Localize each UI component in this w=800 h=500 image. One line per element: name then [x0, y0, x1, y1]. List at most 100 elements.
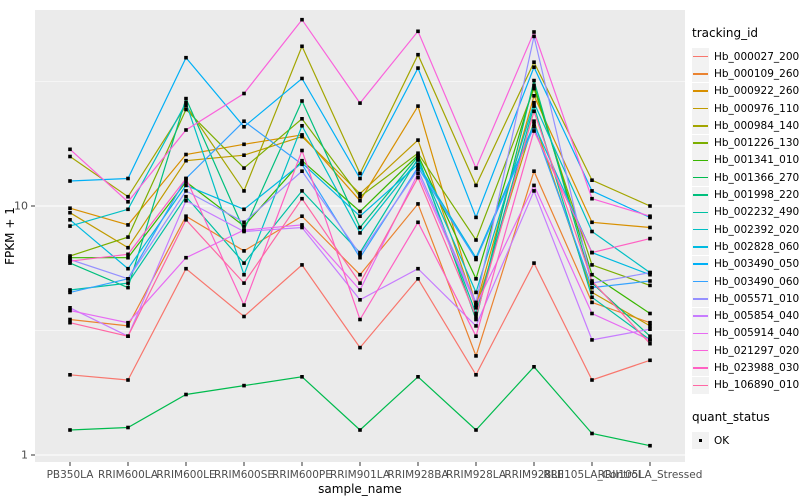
data-point: [416, 220, 420, 225]
data-point: [300, 189, 304, 193]
line-swatch-icon: [693, 194, 708, 196]
data-point: [126, 266, 130, 271]
line-swatch-icon: [693, 315, 708, 317]
legend-key: [692, 117, 709, 135]
data-point: [416, 277, 420, 281]
data-point: [358, 101, 362, 105]
data-point: [590, 229, 594, 234]
data-point: [300, 225, 304, 230]
data-point: [416, 202, 420, 206]
line-swatch-icon: [693, 367, 708, 369]
legend-item: Hb_002392_020: [692, 221, 800, 239]
legend-item: Hb_005571_010: [692, 290, 799, 308]
data-point: [126, 255, 130, 260]
data-point: [416, 151, 420, 155]
legend-item-label: Hb_003490_060: [714, 275, 800, 288]
quant-ok-key: [692, 432, 709, 450]
data-point: [358, 272, 362, 277]
data-point: [358, 428, 362, 432]
data-point: [416, 52, 420, 57]
legend-item: Hb_005854_040: [692, 307, 799, 325]
legend-key: [692, 48, 709, 66]
legend-item: Hb_023988_030: [692, 359, 800, 377]
data-point: [416, 175, 420, 180]
data-point: [184, 214, 188, 218]
data-point: [242, 281, 246, 285]
data-point: [184, 189, 188, 193]
data-point: [68, 218, 72, 222]
data-point: [300, 214, 304, 218]
data-point: [300, 44, 304, 49]
data-point: [184, 128, 188, 132]
legend-key: [692, 290, 709, 308]
legend-key: [692, 65, 709, 83]
data-point: [126, 235, 130, 239]
legend-item-label: Hb_005914_040: [714, 327, 800, 340]
data-point: [532, 125, 536, 129]
data-point: [184, 255, 188, 260]
data-point: [416, 167, 420, 172]
data-point: [590, 178, 594, 182]
data-point: [474, 300, 478, 305]
data-point: [300, 169, 304, 173]
legend-item-label: Hb_002392_020: [714, 223, 800, 236]
data-point: [242, 261, 246, 265]
data-point: [532, 183, 536, 188]
data-point: [68, 224, 72, 228]
line-swatch-icon: [693, 349, 708, 352]
line-swatch-icon: [693, 125, 708, 127]
legend-item-label: Hb_000984_140: [714, 119, 800, 132]
line-swatch-icon: [693, 55, 708, 58]
data-point: [532, 78, 536, 83]
data-point: [532, 60, 536, 64]
y-tick-label: 10: [14, 200, 28, 213]
data-point: [648, 341, 652, 346]
data-point: [242, 303, 246, 307]
data-point: [300, 17, 304, 22]
legend-key: [692, 307, 709, 325]
line-swatch-icon: [693, 176, 708, 179]
data-point: [590, 285, 594, 290]
data-point: [474, 183, 478, 188]
data-point: [474, 324, 478, 328]
line-swatch-icon: [693, 107, 708, 110]
data-point: [358, 198, 362, 203]
legend-key: [692, 324, 709, 342]
data-point: [126, 324, 130, 328]
data-point: [474, 334, 478, 338]
data-point: [532, 261, 536, 265]
data-point: [532, 65, 536, 69]
data-point: [242, 272, 246, 277]
square-point-icon: [698, 438, 703, 443]
data-point: [68, 154, 72, 159]
data-point: [358, 281, 362, 285]
data-point: [590, 295, 594, 300]
legend-item-label: Hb_023988_030: [714, 361, 800, 374]
data-point: [68, 206, 72, 210]
data-point: [68, 428, 72, 432]
line-swatch-icon: [693, 142, 708, 144]
data-point: [416, 165, 420, 170]
data-point: [300, 76, 304, 81]
data-point: [126, 207, 130, 212]
legend-item: Hb_005914_040: [692, 324, 800, 342]
line-swatch-icon: [693, 159, 708, 162]
line-swatch-icon: [693, 73, 708, 75]
line-swatch-icon: [693, 211, 708, 214]
legend-items: Hb_000027_200 Hb_000109_260 Hb_000922_260 H…: [692, 48, 800, 394]
data-point: [648, 311, 652, 316]
data-point: [648, 324, 652, 328]
data-point: [300, 99, 304, 103]
data-point: [648, 320, 652, 325]
legend-item-label: Hb_021297_020: [714, 344, 800, 357]
data-point: [184, 176, 188, 181]
data-point: [532, 86, 536, 91]
data-point: [242, 142, 246, 147]
data-point: [242, 166, 246, 170]
data-point: [300, 117, 304, 121]
legend-key: [692, 221, 709, 239]
legend-key: [692, 359, 709, 377]
data-point: [358, 255, 362, 260]
